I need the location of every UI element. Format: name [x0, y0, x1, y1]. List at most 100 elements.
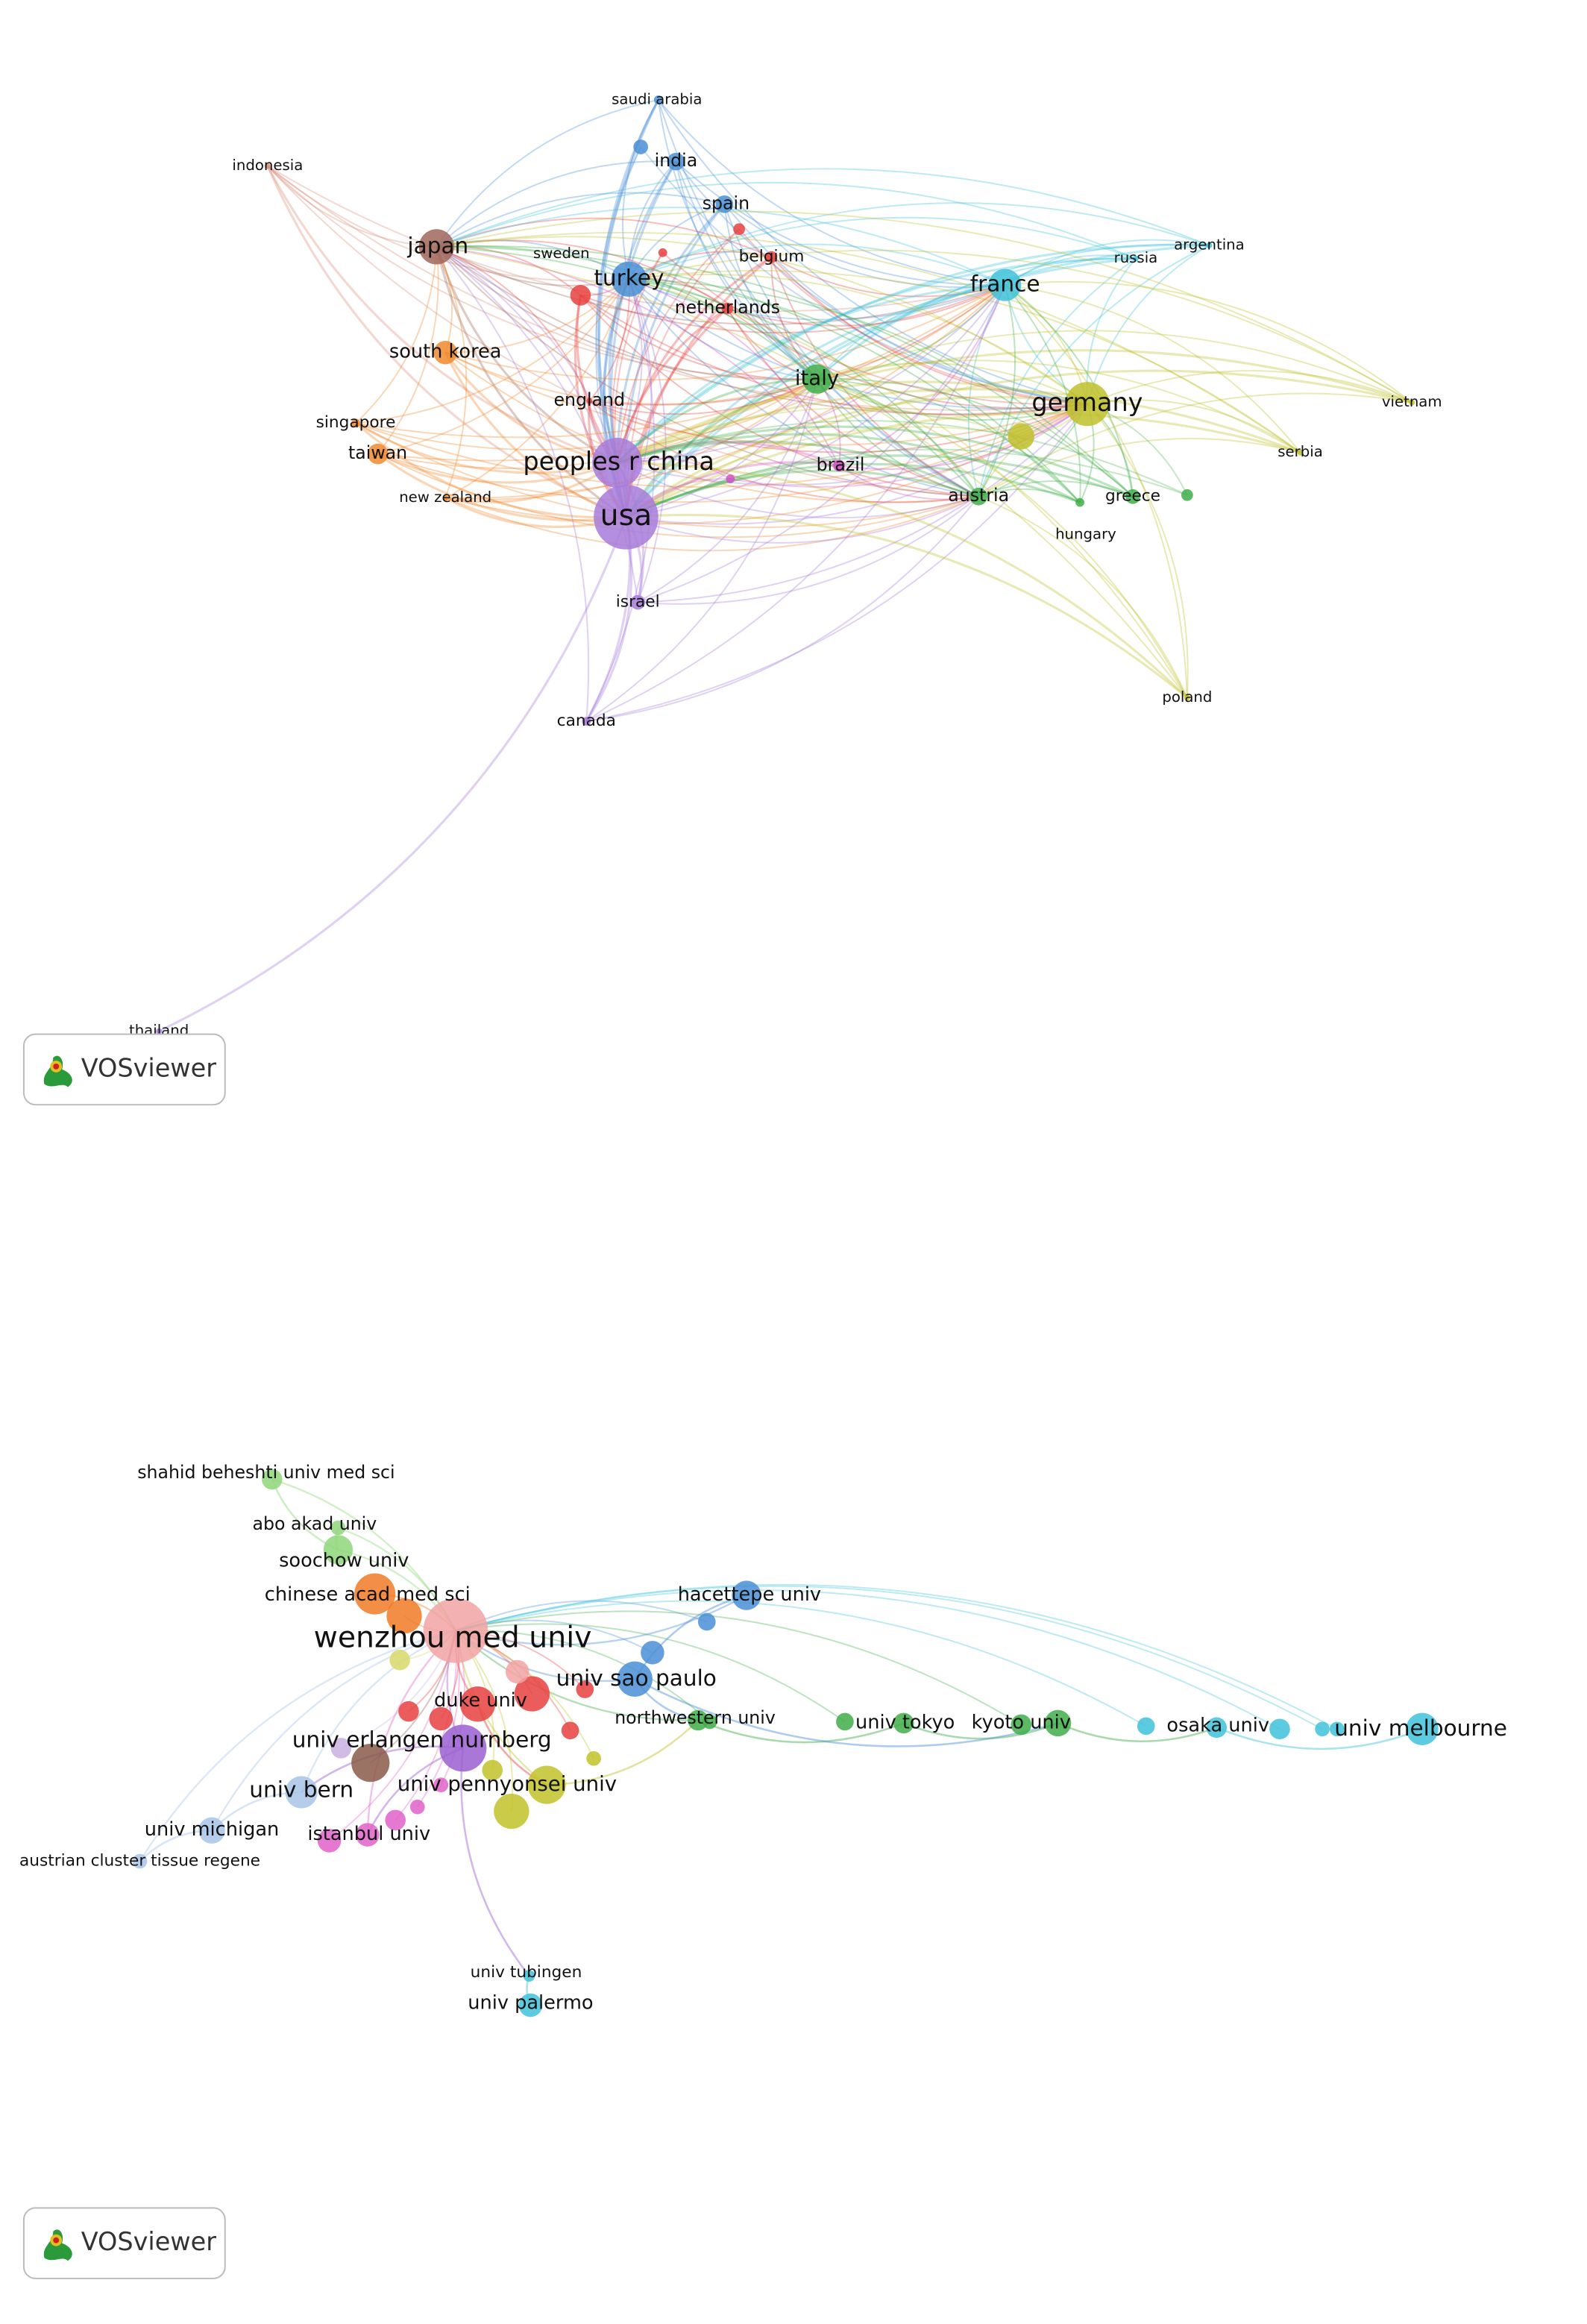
- node-label: canada: [557, 712, 616, 730]
- node-label: univ tokyo: [855, 1711, 955, 1733]
- node: [198, 1817, 225, 1844]
- edge: [585, 284, 1006, 722]
- edge: [579, 295, 817, 380]
- node-label: univ sao paulo: [556, 1665, 717, 1691]
- logo-icon: [43, 1055, 72, 1087]
- edge: [436, 181, 1137, 260]
- node: [1181, 489, 1193, 501]
- logo[interactable]: VOSviewer: [22, 2207, 226, 2279]
- node: [482, 1759, 503, 1781]
- node: [630, 594, 646, 610]
- edge: [444, 351, 1088, 446]
- node-label: abo akad univ: [253, 1513, 377, 1534]
- edge: [817, 378, 1188, 699]
- edge: [1087, 399, 1301, 453]
- edge: [579, 295, 1088, 416]
- node-label: argentina: [1174, 236, 1245, 253]
- edge: [978, 480, 1134, 497]
- edge: [978, 392, 1412, 497]
- node: [1011, 1714, 1032, 1736]
- edge: [436, 210, 1412, 403]
- node: [592, 437, 643, 488]
- edge: [595, 146, 642, 463]
- node: [330, 1738, 352, 1759]
- edge: [626, 513, 1188, 699]
- node: [641, 1641, 664, 1665]
- node-label: univ melbourne: [1334, 1715, 1507, 1741]
- node: [389, 1649, 410, 1671]
- edge: [436, 231, 1301, 453]
- edge: [616, 228, 740, 463]
- edge: [1005, 284, 1134, 497]
- node: [356, 1823, 380, 1847]
- node: [688, 1709, 708, 1731]
- node-label: soochow univ: [279, 1550, 409, 1572]
- node: [385, 1809, 406, 1831]
- edge: [637, 378, 818, 603]
- node: [1297, 449, 1304, 456]
- edge: [355, 403, 1088, 488]
- edge: [616, 203, 726, 463]
- node: [1329, 1721, 1345, 1737]
- edge: [723, 204, 1005, 289]
- edge: [617, 462, 979, 519]
- node: [658, 248, 667, 257]
- edge: [629, 243, 1006, 286]
- edge: [638, 495, 979, 605]
- edge: [436, 246, 817, 380]
- edge: [978, 284, 1016, 497]
- edge: [436, 160, 676, 248]
- node-label: turkey: [594, 266, 664, 291]
- edge: [444, 284, 1006, 381]
- edge: [817, 378, 980, 497]
- edge: [588, 378, 817, 415]
- edge: [770, 257, 1087, 405]
- edge: [903, 1722, 1059, 1740]
- edge: [436, 239, 728, 310]
- edge: [675, 161, 979, 497]
- edge: [738, 228, 1088, 405]
- node: [433, 340, 457, 365]
- node-label: sweden: [533, 245, 590, 262]
- edge: [616, 307, 729, 463]
- edge: [266, 165, 618, 464]
- node-label: france: [970, 271, 1040, 297]
- edge: [730, 403, 1088, 488]
- edge: [770, 257, 979, 497]
- node: [582, 717, 591, 726]
- logo-icon: [43, 2229, 72, 2261]
- node: [442, 494, 449, 501]
- edge: [723, 204, 818, 380]
- node-label: peoples r china: [523, 447, 714, 476]
- edge: [377, 403, 1088, 503]
- edge: [355, 246, 438, 424]
- node-label: italy: [795, 365, 839, 390]
- edge: [436, 239, 629, 280]
- edge: [455, 1585, 1323, 1730]
- node: [527, 1765, 566, 1804]
- node-label: shahid beheshti univ med sci: [137, 1462, 395, 1483]
- node: [367, 443, 389, 465]
- node-label: hungary: [1055, 525, 1116, 542]
- node: [765, 251, 778, 263]
- node-label: singapore: [316, 413, 396, 432]
- node: [264, 163, 271, 169]
- edge: [436, 246, 1088, 415]
- node-label: hacettepe univ: [678, 1583, 821, 1606]
- edge: [967, 284, 1006, 497]
- edge: [377, 284, 1006, 462]
- node-label: india: [655, 150, 698, 171]
- edge: [444, 278, 630, 499]
- logo-text: VOSviewer: [81, 1053, 217, 1082]
- node: [576, 1680, 594, 1698]
- logo[interactable]: VOSviewer: [22, 1033, 226, 1106]
- node: [1125, 489, 1140, 504]
- node: [667, 152, 685, 171]
- node-label: istanbul univ: [307, 1823, 430, 1845]
- edge: [629, 278, 1005, 321]
- edge: [355, 422, 626, 519]
- edge: [616, 257, 1136, 464]
- node: [733, 223, 746, 236]
- node-label: univ bern: [249, 1777, 353, 1803]
- logo-box: [22, 2207, 226, 2279]
